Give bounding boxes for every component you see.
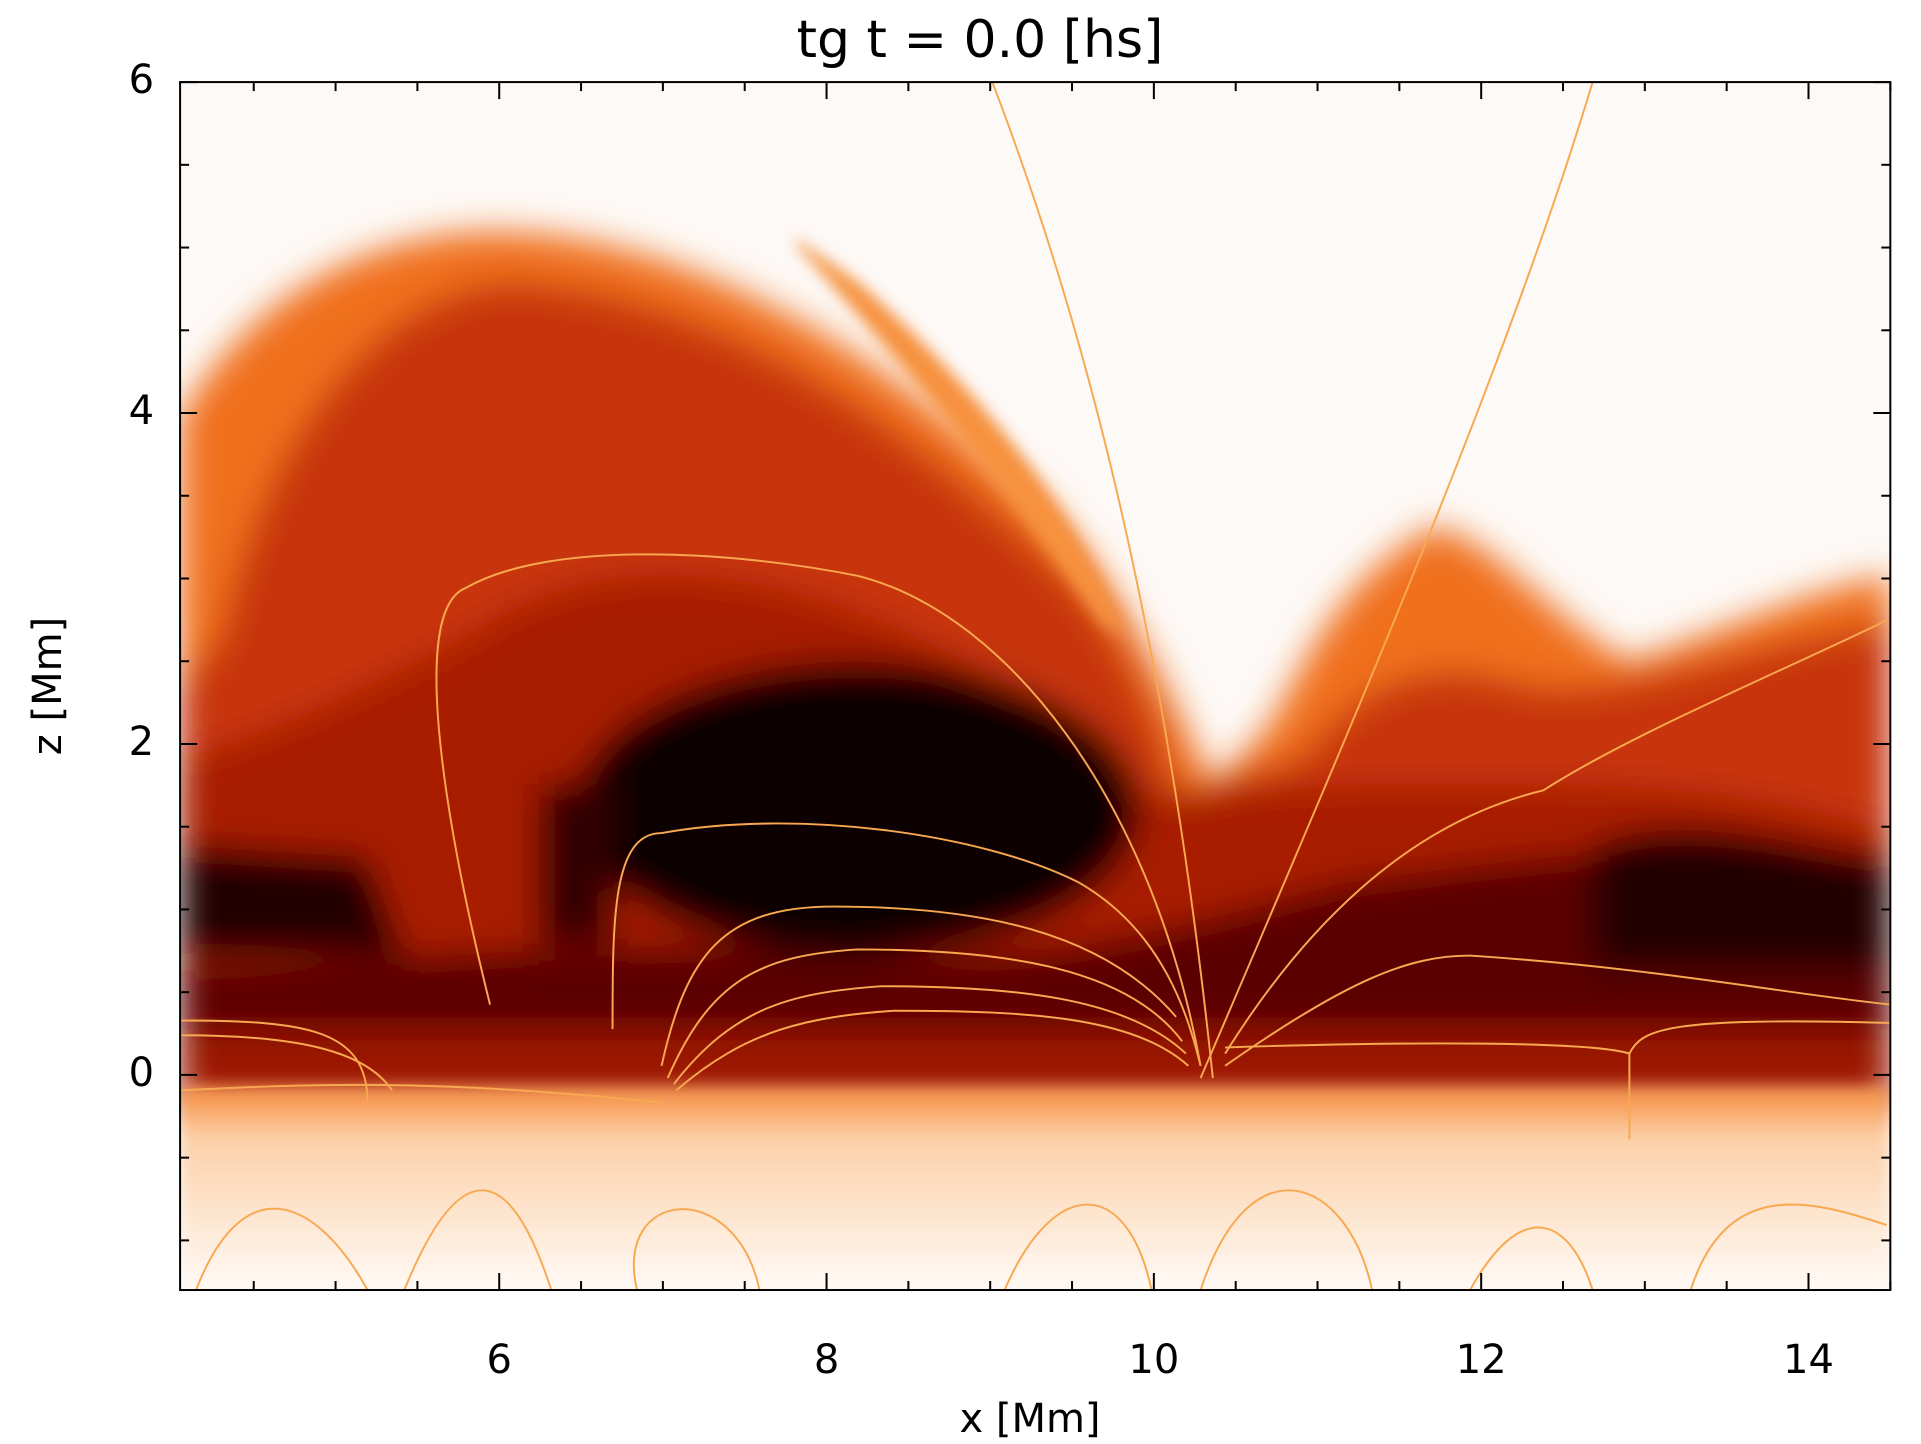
- plot-frame: [179, 81, 1892, 1292]
- x-tick-label: 12: [1456, 1337, 1507, 1383]
- y-tick-label: 6: [129, 57, 154, 103]
- field-lines: [180, 82, 1891, 1291]
- x-tick-label: 14: [1783, 1337, 1834, 1383]
- y-tick-label: 2: [129, 719, 154, 765]
- chart-title: tg t = 0.0 [hs]: [797, 10, 1164, 70]
- x-tick-label: 6: [486, 1337, 511, 1383]
- x-axis-label: x [Mm]: [959, 1396, 1100, 1442]
- y-tick-label: 0: [129, 1050, 154, 1096]
- x-tick-label: 8: [814, 1337, 839, 1383]
- y-axis-label: z [Mm]: [25, 617, 71, 755]
- x-tick-label: 10: [1128, 1337, 1179, 1383]
- heatmap-image: [180, 82, 1891, 1291]
- y-tick-label: 4: [129, 388, 154, 434]
